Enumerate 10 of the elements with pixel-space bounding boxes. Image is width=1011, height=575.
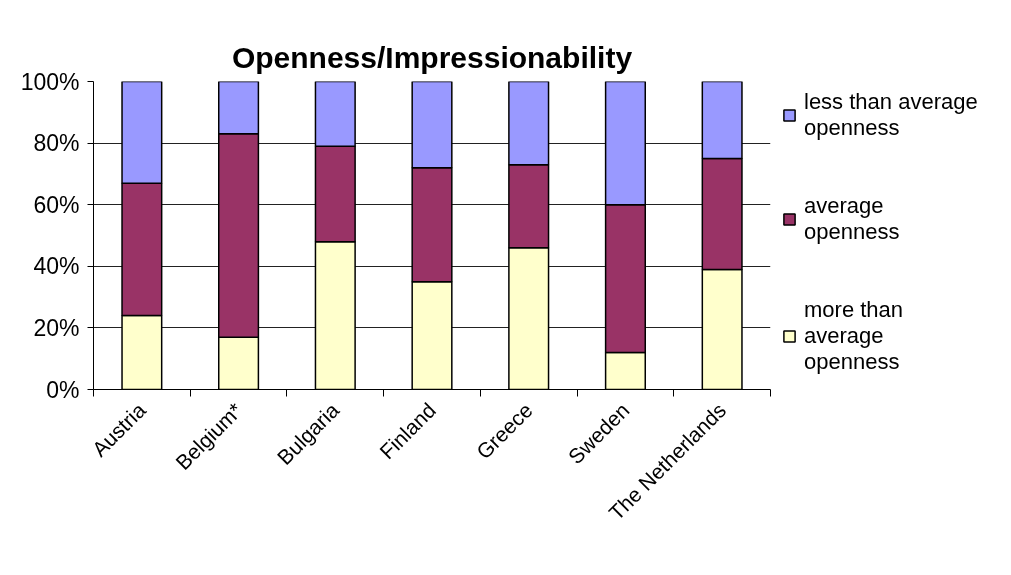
y-tick-label: 80% (33, 130, 80, 157)
y-tick-label: 60% (33, 191, 80, 218)
y-tick-label: 100% (20, 68, 80, 95)
legend-label: less than average openness (804, 89, 978, 141)
legend-label: more than average openness (804, 297, 904, 375)
y-tick-label: 40% (33, 253, 80, 280)
legend-label: average openness (804, 193, 900, 245)
chart-title: Openness/Impressionability (231, 40, 633, 74)
y-tick-label: 0% (46, 376, 80, 403)
y-tick-label: 20% (33, 314, 80, 341)
